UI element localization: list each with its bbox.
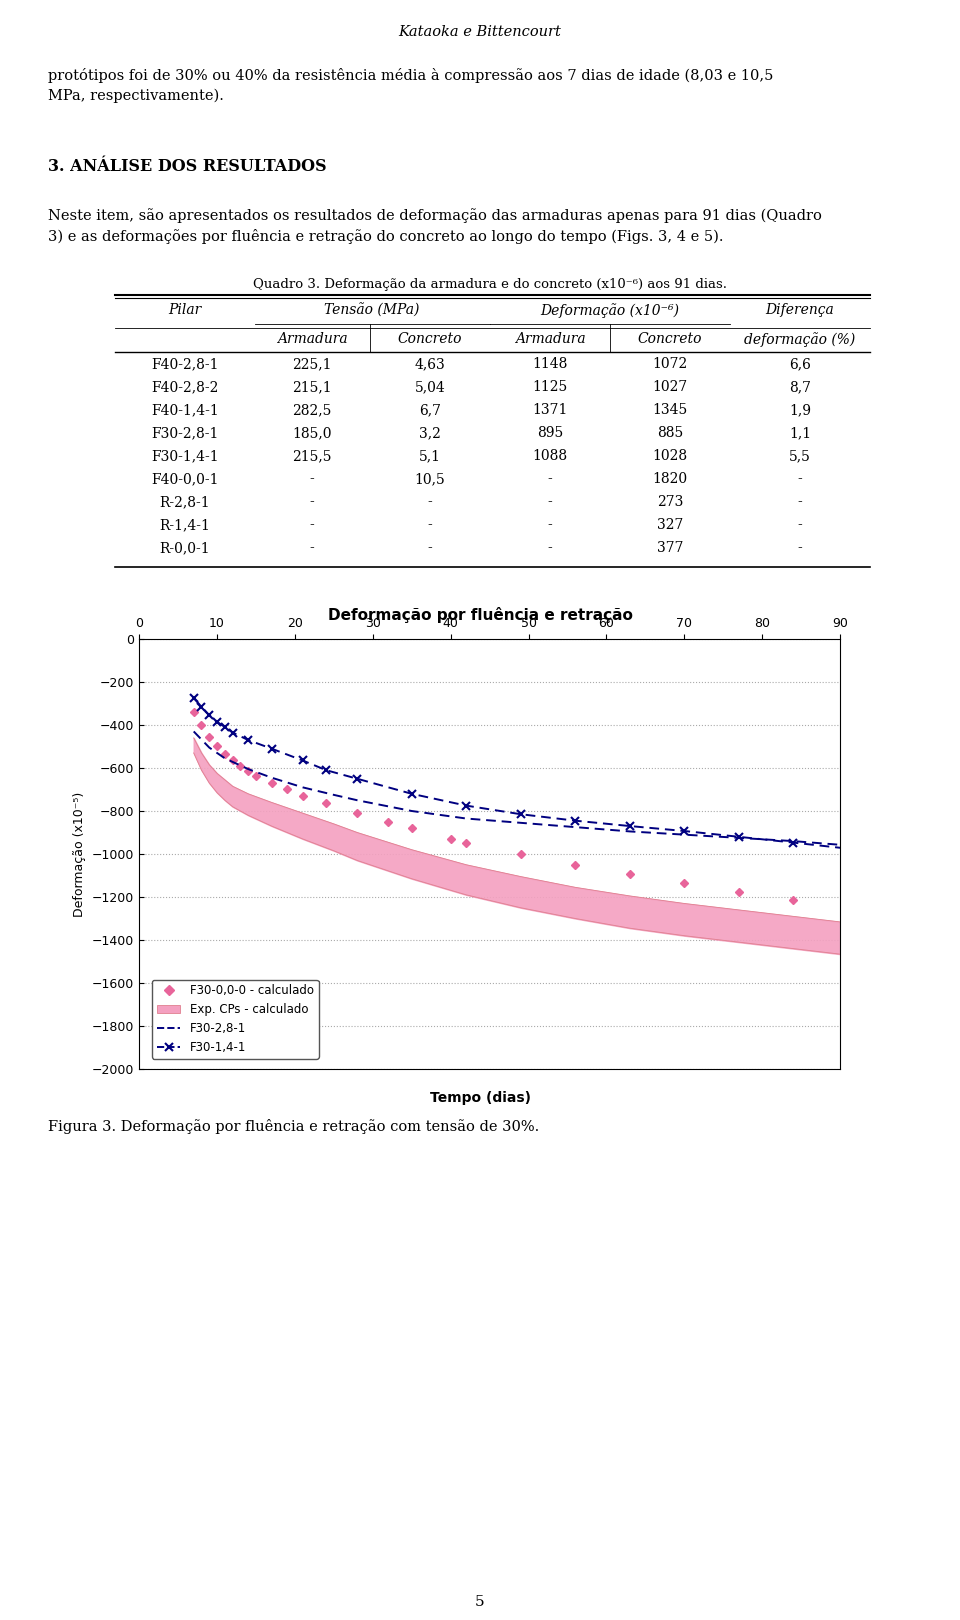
Text: F30-1,4-1: F30-1,4-1 bbox=[151, 449, 219, 463]
Text: 1,9: 1,9 bbox=[789, 403, 811, 416]
Text: 185,0: 185,0 bbox=[292, 426, 332, 441]
Text: 1371: 1371 bbox=[532, 403, 567, 416]
Text: protótipos foi de 30% ou 40% da resistência média à compressão aos 7 dias de ida: protótipos foi de 30% ou 40% da resistên… bbox=[48, 68, 774, 104]
Text: 1028: 1028 bbox=[653, 449, 687, 463]
Text: 1027: 1027 bbox=[653, 381, 687, 394]
Text: Pilar: Pilar bbox=[168, 303, 202, 318]
Text: Kataoka e Bittencourt: Kataoka e Bittencourt bbox=[398, 24, 562, 39]
Y-axis label: Deformação (x10⁻⁵): Deformação (x10⁻⁵) bbox=[73, 792, 86, 917]
Text: 1345: 1345 bbox=[653, 403, 687, 416]
Text: F40-0,0-1: F40-0,0-1 bbox=[152, 471, 219, 486]
Text: Tempo (dias): Tempo (dias) bbox=[429, 1090, 531, 1105]
Text: -: - bbox=[427, 496, 432, 509]
Text: -: - bbox=[310, 471, 314, 486]
Text: 885: 885 bbox=[657, 426, 684, 441]
Text: -: - bbox=[798, 541, 803, 556]
Text: 215,1: 215,1 bbox=[292, 381, 332, 394]
Text: -: - bbox=[310, 541, 314, 556]
Text: 1,1: 1,1 bbox=[789, 426, 811, 441]
Text: 1088: 1088 bbox=[533, 449, 567, 463]
Text: F30-2,8-1: F30-2,8-1 bbox=[152, 426, 219, 441]
Text: Tensão (MPa): Tensão (MPa) bbox=[324, 303, 420, 318]
Text: -: - bbox=[798, 496, 803, 509]
Text: -: - bbox=[547, 471, 552, 486]
Text: 1148: 1148 bbox=[532, 356, 567, 371]
Text: F40-1,4-1: F40-1,4-1 bbox=[151, 403, 219, 416]
Text: Neste item, são apresentados os resultados de deformação das armaduras apenas pa: Neste item, são apresentados os resultad… bbox=[48, 207, 822, 245]
Text: 10,5: 10,5 bbox=[415, 471, 445, 486]
Text: 1072: 1072 bbox=[653, 356, 687, 371]
Text: -: - bbox=[310, 518, 314, 531]
Text: 282,5: 282,5 bbox=[292, 403, 332, 416]
Text: Quadro 3. Deformação da armadura e do concreto (x10⁻⁶) aos 91 dias.: Quadro 3. Deformação da armadura e do co… bbox=[253, 279, 727, 292]
Text: Deformação (x10⁻⁶): Deformação (x10⁻⁶) bbox=[540, 303, 680, 318]
Legend: F30-0,0-0 - calculado, Exp. CPs - calculado, F30-2,8-1, F30-1,4-1: F30-0,0-0 - calculado, Exp. CPs - calcul… bbox=[152, 980, 319, 1059]
Text: -: - bbox=[547, 496, 552, 509]
Text: -: - bbox=[427, 541, 432, 556]
Text: -: - bbox=[427, 518, 432, 531]
Text: -: - bbox=[547, 541, 552, 556]
Text: Armadura: Armadura bbox=[276, 332, 348, 347]
Text: R-0,0-1: R-0,0-1 bbox=[159, 541, 210, 556]
Text: 273: 273 bbox=[657, 496, 684, 509]
Text: 6,6: 6,6 bbox=[789, 356, 811, 371]
Text: 1820: 1820 bbox=[653, 471, 687, 486]
Text: 895: 895 bbox=[537, 426, 564, 441]
Text: 4,63: 4,63 bbox=[415, 356, 445, 371]
Text: 5,04: 5,04 bbox=[415, 381, 445, 394]
Text: 225,1: 225,1 bbox=[292, 356, 332, 371]
Text: -: - bbox=[798, 518, 803, 531]
Text: F40-2,8-1: F40-2,8-1 bbox=[152, 356, 219, 371]
Text: 6,7: 6,7 bbox=[419, 403, 441, 416]
Text: 3,2: 3,2 bbox=[420, 426, 441, 441]
Text: -: - bbox=[547, 518, 552, 531]
Text: Deformação por fluência e retração: Deformação por fluência e retração bbox=[327, 608, 633, 624]
Text: 377: 377 bbox=[657, 541, 684, 556]
Text: 5: 5 bbox=[475, 1596, 485, 1609]
Text: 5,1: 5,1 bbox=[419, 449, 441, 463]
Text: -: - bbox=[310, 496, 314, 509]
Text: Figura 3. Deformação por fluência e retração com tensão de 30%.: Figura 3. Deformação por fluência e retr… bbox=[48, 1119, 540, 1134]
Text: R-1,4-1: R-1,4-1 bbox=[159, 518, 210, 531]
Text: -: - bbox=[798, 471, 803, 486]
Text: 1125: 1125 bbox=[533, 381, 567, 394]
Text: R-2,8-1: R-2,8-1 bbox=[159, 496, 210, 509]
Text: Concreto: Concreto bbox=[397, 332, 463, 347]
Text: deformação (%): deformação (%) bbox=[744, 332, 855, 347]
Text: F40-2,8-2: F40-2,8-2 bbox=[152, 381, 219, 394]
Text: Armadura: Armadura bbox=[515, 332, 586, 347]
Text: 5,5: 5,5 bbox=[789, 449, 811, 463]
Text: 215,5: 215,5 bbox=[292, 449, 332, 463]
Text: Concreto: Concreto bbox=[637, 332, 703, 347]
Text: 327: 327 bbox=[657, 518, 684, 531]
Text: 3. ANÁLISE DOS RESULTADOS: 3. ANÁLISE DOS RESULTADOS bbox=[48, 159, 326, 175]
Text: 8,7: 8,7 bbox=[789, 381, 811, 394]
Text: Diferença: Diferença bbox=[766, 303, 834, 318]
